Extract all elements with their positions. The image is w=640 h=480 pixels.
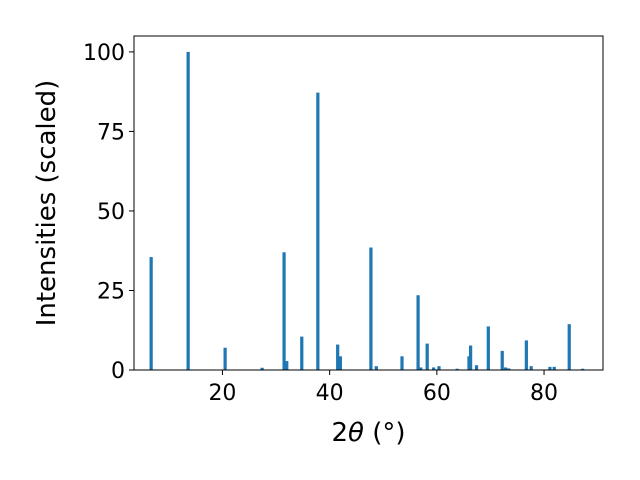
bar [581,368,585,370]
bar [500,350,504,370]
bar [419,367,423,370]
bar [455,368,459,370]
bar [425,343,429,370]
axes-frame [133,35,604,371]
bar [338,356,342,370]
bar [374,366,378,370]
bar [503,367,508,370]
bar [552,366,556,370]
bar [416,295,420,370]
bar [437,366,441,370]
x-tick-label: 20 [208,381,236,406]
x-axis-title-prefix: 2 [331,418,348,448]
bar [548,366,552,370]
bars-group [149,51,585,371]
y-tick-label: 0 [111,359,125,384]
bar [432,367,436,370]
x-tick-label: 40 [316,381,344,406]
bar [486,326,490,370]
x-axis-title-suffix: (°) [364,418,406,448]
bar [316,92,320,371]
x-tick-label: 80 [530,381,558,406]
y-axis-title: Intensities (scaled) [32,80,62,327]
ticks-group: 20 40 60 80 0 25 50 75 100 [83,41,558,406]
bar [260,367,264,370]
bar [149,257,153,370]
bar [469,345,473,370]
bar [369,247,373,370]
x-axis-title: 2θ (°) [331,418,405,448]
bar [285,361,289,370]
plot-area [134,36,603,370]
bar [524,340,528,370]
bar [282,252,286,370]
bar [474,365,479,370]
bar [186,51,190,371]
bar [400,356,404,370]
y-tick-label: 25 [97,279,125,304]
bar [507,368,511,370]
bar [300,336,304,370]
x-axis-title-theta: θ [348,418,364,448]
bar [223,347,227,370]
y-tick-label: 75 [97,120,125,145]
y-tick-label: 50 [97,200,125,225]
bar [529,366,533,370]
x-tick-label: 60 [423,381,451,406]
bar [336,344,340,370]
y-tick-label: 100 [83,41,125,66]
bar [567,324,571,370]
